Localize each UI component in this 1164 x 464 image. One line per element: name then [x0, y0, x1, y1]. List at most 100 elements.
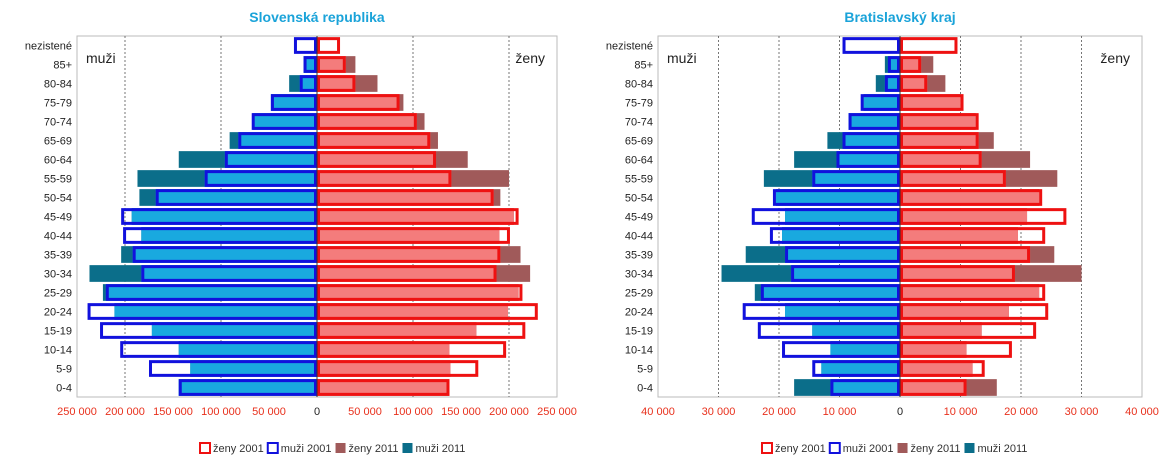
- age-label: 35-39: [625, 250, 653, 262]
- bar-fill-left-45-49: [785, 208, 900, 225]
- bar-fill-left-60-64: [224, 151, 317, 168]
- age-label: 55-59: [625, 174, 653, 186]
- x-tick-label: 40 000: [1125, 406, 1159, 418]
- bar-fill-right-85+: [317, 56, 346, 73]
- age-label: 30-34: [44, 269, 72, 281]
- bar-fill-right-80-84: [317, 75, 356, 92]
- x-tick-label: 100 000: [393, 406, 433, 418]
- bar-fill-left-50-54: [155, 189, 317, 206]
- left-side-label: muži: [86, 50, 116, 66]
- age-label: 70-74: [625, 117, 653, 129]
- bar-outline-ženy-2001-70-74: [317, 113, 417, 130]
- bar-fill-right-45-49: [900, 208, 1028, 225]
- bar-outline-ženy-2001-85+: [900, 56, 922, 73]
- bar-fill-right-75-79: [900, 94, 961, 111]
- legend-swatch: [897, 443, 908, 453]
- legend-label: ženy 2011: [911, 443, 961, 455]
- legend-label: muži 2001: [843, 443, 894, 455]
- bar-fill-right-50-54: [900, 189, 1040, 206]
- age-label: 20-24: [44, 307, 72, 319]
- bar-outline-ženy-2001-25-29: [900, 284, 1046, 301]
- bar-outline-muži-2001-60-64: [224, 151, 317, 168]
- bar-fill-left-75-79: [863, 94, 900, 111]
- bar-fill-left-25-29: [105, 284, 317, 301]
- bar-outline-ženy-2001-65-69: [900, 132, 979, 149]
- bar-outline-muži-2001-10-14: [782, 341, 901, 358]
- bar-outline-ženy-2001-30-34: [900, 265, 1015, 282]
- bar-fill-right-75-79: [317, 94, 400, 111]
- bar-outline-ženy-2001-0-4: [317, 379, 450, 396]
- bar-fill-right-35-39: [900, 246, 1031, 263]
- bar-fill-left-5-9: [190, 360, 317, 377]
- bar-fill-right-15-19: [317, 322, 477, 339]
- bar-outline-ženy-2001-45-49: [900, 208, 1067, 225]
- bar-outline-muži-2001-5-9: [149, 360, 317, 377]
- age-label: nezistené: [25, 41, 72, 53]
- bar-fill-left-5-9: [821, 360, 900, 377]
- age-label: 15-19: [625, 326, 653, 338]
- x-tick-label: 20 000: [1004, 406, 1038, 418]
- bar-outline-ženy-2001-85+: [317, 56, 346, 73]
- age-label: 10-14: [44, 345, 72, 357]
- bar-fill-left-80-84: [884, 75, 900, 92]
- bar-fill-right-55-59: [900, 170, 1006, 187]
- legend-label: ženy 2011: [349, 443, 399, 455]
- bar-fill-left-15-19: [151, 322, 317, 339]
- x-tick-label: 0: [897, 406, 903, 418]
- bar-outline-muži-2001-65-69: [238, 132, 317, 149]
- bar-fill-left-60-64: [836, 151, 900, 168]
- x-tick-label: 200 000: [105, 406, 145, 418]
- bar-fill-right-35-39: [317, 246, 501, 263]
- bar-outline-muži-2001-55-59: [204, 170, 317, 187]
- bar-outline-muži-2001-85+: [887, 56, 901, 73]
- bar-outline-ženy-2001-65-69: [317, 132, 431, 149]
- age-label: 80-84: [44, 79, 72, 91]
- bar-fill-right-20-24: [317, 303, 509, 320]
- bar-outline-ženy-2001-15-19: [317, 322, 526, 339]
- age-label: 60-64: [44, 155, 72, 167]
- left-side-label: muži: [667, 50, 697, 66]
- bar-outline-ženy-2001-10-14: [317, 341, 507, 358]
- age-label: 55-59: [44, 174, 72, 186]
- legend-swatch: [828, 442, 841, 454]
- bar-outline-ženy-2001-80-84: [900, 75, 928, 92]
- age-label: nezistené: [606, 41, 653, 53]
- age-label: 50-54: [625, 193, 653, 205]
- age-label: 10-14: [625, 345, 653, 357]
- bar-outline-ženy-2001-60-64: [900, 151, 982, 168]
- bar-fill-right-10-14: [317, 341, 450, 358]
- age-label: 75-79: [44, 98, 72, 110]
- bar-fill-right-30-34: [317, 265, 497, 282]
- bar-outline-ženy-2001-0-4: [900, 379, 967, 396]
- age-label: 0-4: [637, 383, 653, 395]
- legend-swatch: [335, 443, 346, 453]
- right-side-label: ženy: [1100, 50, 1130, 66]
- x-tick-label: 250 000: [537, 406, 577, 418]
- legend-swatch: [199, 442, 211, 454]
- legend-swatch: [964, 443, 975, 453]
- legend-label: ženy 2001: [775, 443, 826, 455]
- bar-fill-right-5-9: [900, 360, 973, 377]
- legend-label: muži 2011: [977, 443, 1027, 455]
- age-label: 35-39: [44, 250, 72, 262]
- bar-outline-ženy-2001-25-29: [317, 284, 523, 301]
- bar-outline-muži-2001-70-74: [848, 113, 901, 130]
- age-label: 65-69: [625, 136, 653, 148]
- bar-outline-muži-2001-30-34: [141, 265, 317, 282]
- legend-label: muži 2001: [281, 443, 332, 455]
- bar-fill-left-70-74: [848, 113, 900, 130]
- bar-fill-right-40-44: [900, 227, 1018, 244]
- bar-outline-muži-2001-75-79: [270, 94, 318, 111]
- bar-outline-muži-2001-85+: [303, 56, 317, 73]
- bar-fill-left-85+: [303, 56, 317, 73]
- age-label: 45-49: [44, 212, 72, 224]
- x-tick-label: 30 000: [1065, 406, 1099, 418]
- bar-outline-ženy-2001-50-54: [900, 189, 1043, 206]
- x-tick-label: 40 000: [641, 406, 675, 418]
- legend-swatch: [761, 442, 773, 454]
- chart-title: Bratislavský kraj: [844, 9, 955, 25]
- legend-label: ženy 2001: [213, 443, 264, 455]
- age-label: 45-49: [625, 212, 653, 224]
